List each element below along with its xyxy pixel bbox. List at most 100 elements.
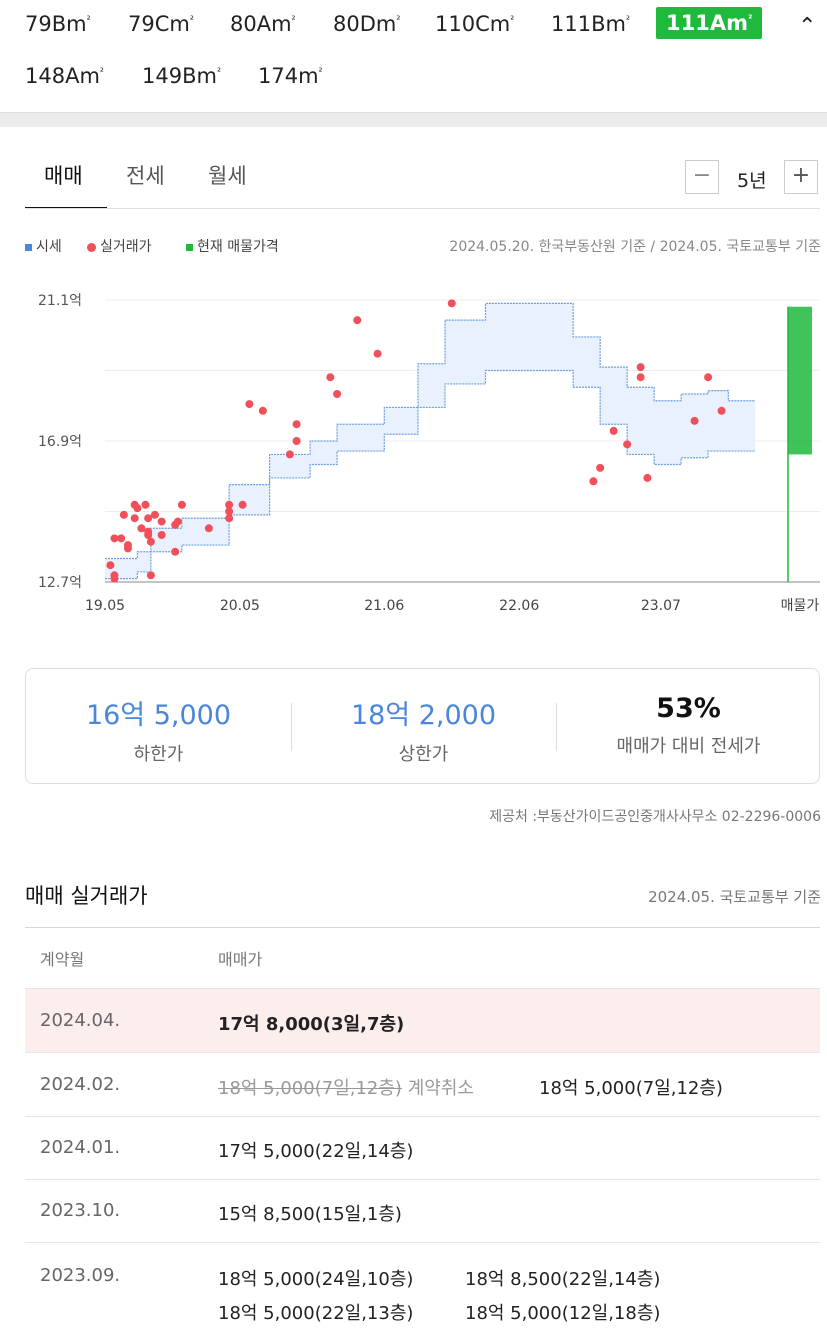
legend-actual-label: 실거래가 — [100, 239, 152, 255]
actual-trade-dot — [326, 373, 335, 382]
table-row[interactable]: 2023.09. 18억 5,000(24일,10층) 18억 8,500(22… — [25, 1243, 820, 1328]
actual-trade-dot — [636, 373, 645, 382]
sq-mark: ² — [216, 67, 221, 78]
row-month: 2023.10. — [40, 1200, 121, 1221]
type-111am-selected[interactable]: 111Am² — [656, 7, 763, 39]
period-minus-button[interactable]: − — [685, 160, 719, 194]
row-price: 18억 8,500(22일,14층) — [465, 1269, 661, 1290]
row-month: 2023.09. — [40, 1265, 121, 1286]
summary-high: 18억 2,000 상한가 — [291, 693, 556, 766]
type-79bm[interactable]: 79Bm² — [25, 12, 91, 36]
actual-trade-dot — [596, 463, 605, 472]
sq-mark: ² — [396, 15, 401, 26]
actual-trade-dot — [133, 504, 142, 513]
actual-trade-dot — [146, 571, 155, 580]
actual-swatch — [87, 242, 96, 252]
type-80am[interactable]: 80Am² — [230, 12, 296, 36]
table-row[interactable]: 2024.02. 18억 5,000(7일,12층) 계약취소 18억 5,00… — [25, 1053, 820, 1116]
sq-mark: ² — [747, 14, 753, 25]
market-band-fill — [105, 303, 756, 579]
type-label: 111Am — [666, 11, 748, 35]
type-label: 111Bm — [551, 12, 626, 36]
actual-trade-dot — [353, 316, 362, 325]
type-79cm[interactable]: 79Cm² — [128, 12, 194, 36]
actual-trade-dot — [643, 473, 652, 482]
row-cancelled-trade: 18억 5,000(7일,12층) 계약취소 — [218, 1074, 474, 1100]
actual-trade-dot — [636, 363, 645, 372]
x-tick-label: 20.05 — [220, 598, 260, 614]
actual-trade-dot — [292, 420, 301, 429]
type-148am[interactable]: 148Am² — [25, 64, 104, 88]
type-label: 149Bm — [142, 64, 217, 88]
type-111bm[interactable]: 111Bm² — [551, 12, 630, 36]
summary-separator — [291, 703, 292, 751]
type-174m[interactable]: 174m² — [258, 64, 323, 88]
listing-swatch — [186, 243, 193, 251]
legend-actual: 실거래가 — [87, 236, 152, 256]
actual-trade-dot — [144, 514, 153, 523]
period-plus-button[interactable]: + — [784, 160, 818, 194]
chart-basis-note: 2024.05.20. 한국부동산원 기준 / 2024.05. 국토교통부 기… — [449, 239, 821, 255]
actual-trade-dot — [141, 500, 150, 509]
jeonse-ratio-value: 53% — [656, 693, 721, 724]
low-price-value: 16억 5,000 — [85, 700, 232, 731]
actual-trade-dot — [137, 524, 146, 533]
table-row[interactable]: 2024.04. 17억 8,000(3일,7층) — [25, 989, 820, 1052]
actual-trade-dot — [123, 544, 132, 553]
row-price: 18억 5,000(22일,13층) — [218, 1303, 414, 1324]
sq-mark: ² — [99, 67, 104, 78]
row-price: 18억 5,000(12일,18층) — [465, 1303, 661, 1324]
actual-trade-dot — [285, 450, 294, 459]
actual-trade-dot — [609, 426, 618, 435]
row-price: 18억 5,000(24일,10층) — [218, 1269, 414, 1290]
actual-trade-dot — [144, 531, 153, 539]
section-divider — [0, 112, 827, 127]
legend-market: 시세 — [25, 236, 62, 256]
x-tick-label: 19.05 — [85, 598, 125, 614]
type-label: 79Bm — [25, 12, 87, 36]
actual-trade-dot — [130, 514, 139, 523]
actual-trade-dot — [245, 400, 254, 409]
x-tick-label: 23.07 — [641, 598, 681, 614]
tab-monthly[interactable]: 월세 — [208, 164, 247, 188]
low-price-label: 하한가 — [133, 744, 184, 765]
legend-market-label: 시세 — [36, 239, 62, 255]
table-row[interactable]: 2023.10. 15억 8,500(15일,1층) — [25, 1180, 820, 1242]
market-swatch — [25, 243, 32, 251]
actual-trade-dot — [157, 517, 166, 526]
type-80dm[interactable]: 80Dm² — [333, 12, 400, 36]
type-110cm[interactable]: 110Cm² — [435, 12, 514, 36]
x-tick-label: 매물가 — [781, 598, 820, 614]
row-border — [25, 1116, 820, 1117]
y-tick-label: 12.7억 — [38, 575, 82, 591]
actual-trade-dot — [173, 517, 182, 526]
actual-trade-dot — [177, 500, 186, 509]
jeonse-ratio-label: 매매가 대비 전세가 — [616, 736, 761, 757]
tab-jeonse[interactable]: 전세 — [126, 164, 165, 188]
table-row[interactable]: 2024.01. 17억 5,000(22일,14층) — [25, 1117, 820, 1179]
actual-trade-dot — [238, 500, 247, 509]
type-149bm[interactable]: 149Bm² — [142, 64, 221, 88]
actual-trade-dot — [258, 406, 267, 415]
row-month: 2024.02. — [40, 1074, 121, 1095]
sq-mark: ² — [291, 15, 296, 26]
y-tick-label: 21.1억 — [38, 293, 82, 309]
tab-sale[interactable]: 매매 — [44, 164, 83, 188]
type-label: 80Dm — [333, 12, 397, 36]
actual-trade-dot — [373, 349, 382, 358]
x-tick-label: 22.06 — [499, 598, 539, 614]
row-price: 17억 8,000(3일,7층) — [218, 1014, 405, 1035]
x-tick-label: 21.06 — [364, 598, 404, 614]
actual-trade-dot — [110, 534, 119, 543]
actual-trade-dot — [171, 547, 180, 556]
actual-trade-dot — [292, 437, 301, 445]
table-header-border — [25, 988, 820, 989]
price-summary-box: 16억 5,000 하한가 18억 2,000 상한가 53% 매매가 대비 전… — [25, 668, 820, 784]
high-price-value: 18억 2,000 — [350, 700, 497, 731]
actual-trade-dot — [117, 534, 126, 543]
collapse-chevron-icon[interactable]: ⌃ — [798, 14, 817, 39]
col-header-month: 계약월 — [40, 950, 85, 969]
row-border — [25, 1179, 820, 1180]
actual-trade-dot — [119, 510, 128, 519]
